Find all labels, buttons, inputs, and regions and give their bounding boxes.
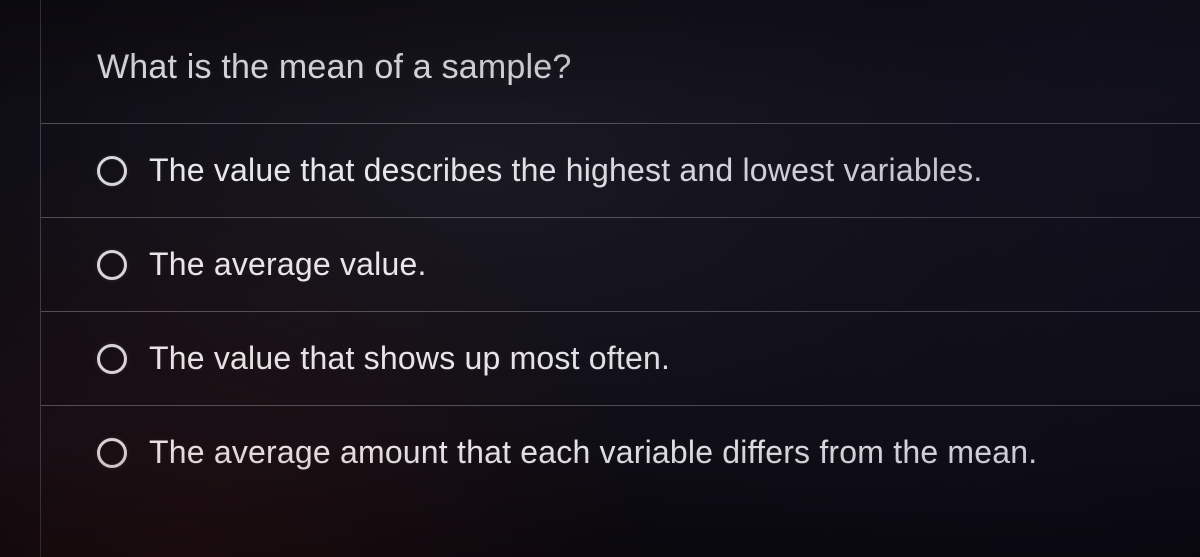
option-label: The value that shows up most often. xyxy=(149,340,670,377)
question-block: What is the mean of a sample? xyxy=(41,0,1200,124)
radio-icon[interactable] xyxy=(97,344,127,374)
option-row-3[interactable]: The average amount that each variable di… xyxy=(41,406,1200,499)
question-text: What is the mean of a sample? xyxy=(97,48,1160,87)
radio-icon[interactable] xyxy=(97,438,127,468)
option-label: The value that describes the highest and… xyxy=(149,152,982,189)
option-row-0[interactable]: The value that describes the highest and… xyxy=(41,124,1200,218)
radio-icon[interactable] xyxy=(97,156,127,186)
quiz-container: What is the mean of a sample? The value … xyxy=(40,0,1200,557)
option-label: The average amount that each variable di… xyxy=(149,434,1037,471)
option-row-2[interactable]: The value that shows up most often. xyxy=(41,312,1200,406)
option-label: The average value. xyxy=(149,246,427,283)
option-row-1[interactable]: The average value. xyxy=(41,218,1200,312)
radio-icon[interactable] xyxy=(97,250,127,280)
